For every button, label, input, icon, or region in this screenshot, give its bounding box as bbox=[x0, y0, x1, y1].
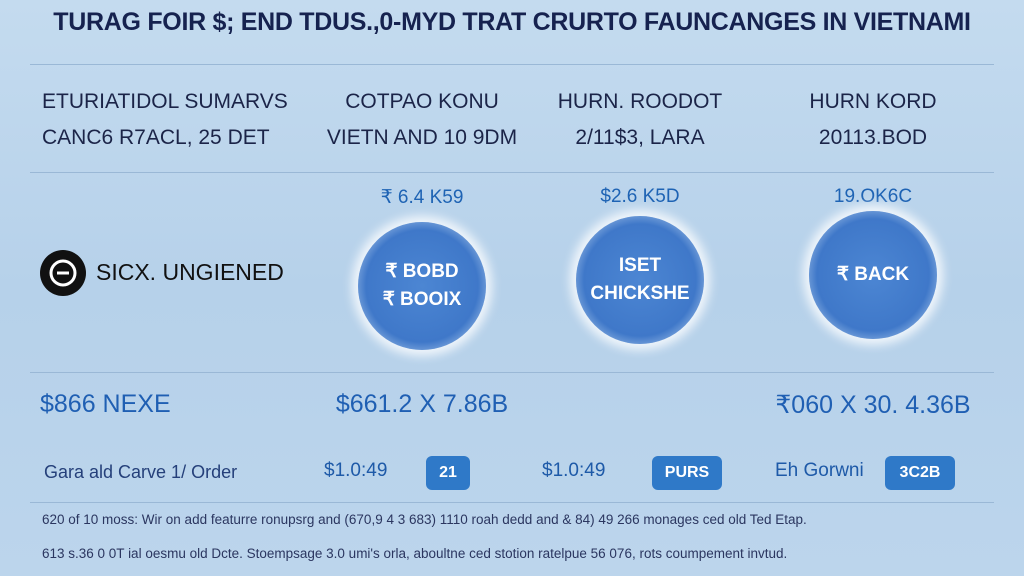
price: $2.6 K5D bbox=[600, 186, 680, 207]
heading-line: COTPAO KONU bbox=[345, 90, 499, 113]
heading-line: CANC6 R7ACL, 25 DET bbox=[42, 126, 270, 149]
coin-circle: ₹ BACK bbox=[809, 211, 937, 339]
value: $661.2 X 7.86B bbox=[335, 390, 509, 418]
column-heading: COTPAO KONU VIETN AND 10 9DM bbox=[302, 84, 542, 156]
divider bbox=[30, 502, 994, 503]
heading-line: 2/11$3, LARA bbox=[575, 126, 705, 149]
price: 19.OK6C bbox=[833, 186, 913, 207]
logo-text: SICX. UNGIENED bbox=[96, 259, 284, 285]
circle-label: ₹ BOBD bbox=[385, 261, 459, 282]
divider bbox=[30, 64, 994, 65]
circle-label: CHICKSHE bbox=[590, 283, 690, 304]
circle-label: ISET bbox=[618, 255, 662, 276]
circle-label: ₹ BOOIX bbox=[382, 289, 462, 310]
summary-heading: ETURIATIDOL SUMARVS CANC6 R7ACL, 25 DET bbox=[30, 84, 312, 156]
badge-button[interactable]: 3C2B bbox=[885, 456, 955, 490]
logo bbox=[40, 250, 86, 296]
divider bbox=[30, 372, 994, 373]
coin-circle: ₹ BOBD ₹ BOOIX bbox=[358, 222, 486, 350]
badge-button[interactable]: PURS bbox=[652, 456, 722, 490]
circle-label: ₹ BACK bbox=[836, 264, 910, 285]
heading-line: 20113.BOD bbox=[818, 126, 928, 149]
badge-button[interactable]: 21 bbox=[426, 456, 470, 490]
footnote: 620 of 10 moss: Wir on add featurre ronu… bbox=[42, 512, 807, 527]
summary-footer: Gara ald Carve 1/ Order bbox=[44, 462, 238, 482]
heading-line: ETURIATIDOL SUMARVS bbox=[42, 90, 288, 113]
footer-price: $1.0:49 bbox=[324, 460, 388, 481]
summary-value: $866 NEXE bbox=[40, 390, 171, 418]
price: ₹ 6.4 K59 bbox=[380, 187, 464, 208]
footer-price: $1.0:49 bbox=[542, 460, 606, 481]
value: ₹060 X 30. 4.36B bbox=[775, 391, 971, 419]
heading-line: HURN. ROODOT bbox=[557, 90, 723, 113]
column-heading: HURN. ROODOT 2/11$3, LARA bbox=[520, 84, 760, 156]
footer-price: Eh Gorwni bbox=[775, 460, 864, 481]
footnote: 613 s.36 0 0T ial oesmu old Dcte. Stoemp… bbox=[42, 546, 788, 561]
divider bbox=[30, 172, 994, 173]
title: TURAG FOIR $; END TDUS.,0-MYD TRAT CRURT… bbox=[53, 8, 971, 36]
coin-circle: ISET CHICKSHE bbox=[576, 216, 704, 344]
heading-line: VIETN AND 10 9DM bbox=[326, 126, 518, 149]
heading-line: HURN KORD bbox=[809, 90, 937, 113]
column-heading: HURN KORD 20113.BOD bbox=[753, 84, 993, 156]
